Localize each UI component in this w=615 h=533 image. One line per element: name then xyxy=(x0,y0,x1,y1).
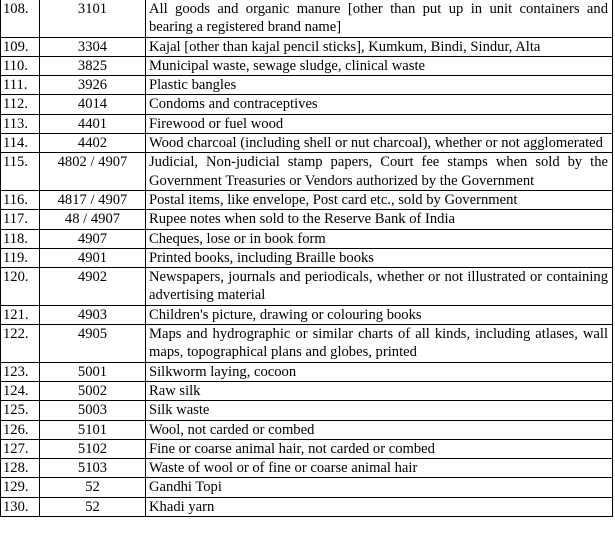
table-row: 123. 5001 Silkworm laying, cocoon xyxy=(0,361,613,382)
table-row: 125. 5003 Silk waste xyxy=(0,400,613,421)
description-cell: Khadi yarn xyxy=(145,496,613,518)
table-row: 114. 4402 Wood charcoal (including shell o… xyxy=(0,133,613,154)
description-cell: Printed books, including Braille books xyxy=(145,247,613,269)
serial-number-cell: 130. xyxy=(0,496,40,518)
table-row: 115. 4802 / 4907 Judicial, Non-judicial st… xyxy=(0,152,613,191)
description-cell: Kajal [other than kajal pencil sticks], … xyxy=(145,36,613,57)
hsn-code-cell: 48 / 4907 xyxy=(39,209,146,230)
hsn-code-cell: 5002 xyxy=(39,380,146,402)
table-row: 117. 48 / 4907 Rupee notes when sold to th… xyxy=(0,209,613,230)
description-cell: Silk waste xyxy=(145,400,613,421)
table-row: 108. 3101 All goods and organic manure [ot… xyxy=(0,0,613,38)
serial-number-cell: 122. xyxy=(0,324,40,363)
serial-number-cell: 129. xyxy=(0,477,40,498)
description-cell: Silkworm laying, cocoon xyxy=(145,361,613,382)
table-row: 127. 5102 Fine or coarse animal hair, not … xyxy=(0,438,613,460)
description-cell: Cheques, lose or in book form xyxy=(145,228,613,249)
hsn-code-cell: 4402 xyxy=(39,133,146,154)
serial-number-cell: 110. xyxy=(0,55,40,77)
table-row: 110. 3825 Municipal waste, sewage sludge, … xyxy=(0,55,613,77)
table-row: 121. 4903 Children's picture, drawing or c… xyxy=(0,304,613,326)
table-row: 129. 52 Gandhi Topi xyxy=(0,477,613,498)
table-row: 109. 3304 Kajal [other than kajal pencil s… xyxy=(0,36,613,57)
goods-table-body: 108. 3101 All goods and organic manure [ot… xyxy=(0,0,613,518)
serial-number-cell: 118. xyxy=(0,228,40,249)
serial-number-cell: 113. xyxy=(0,113,40,135)
serial-number-cell: 123. xyxy=(0,361,40,382)
description-cell: Rupee notes when sold to the Reserve Ban… xyxy=(145,209,613,230)
hsn-code-cell: 5001 xyxy=(39,361,146,382)
description-cell: Raw silk xyxy=(145,380,613,402)
hsn-code-cell: 4401 xyxy=(39,113,146,135)
serial-number-cell: 126. xyxy=(0,419,40,440)
hsn-code-cell: 4907 xyxy=(39,228,146,249)
hsn-code-cell: 4905 xyxy=(39,324,146,363)
serial-number-cell: 127. xyxy=(0,438,40,460)
description-cell: Judicial, Non-judicial stamp papers, Cou… xyxy=(145,152,613,191)
table-row: 112. 4014 Condoms and contraceptives xyxy=(0,94,613,115)
description-cell: Municipal waste, sewage sludge, clinical… xyxy=(145,55,613,77)
serial-number-cell: 115. xyxy=(0,152,40,191)
description-cell: Maps and hydrographic or similar charts … xyxy=(145,324,613,363)
hsn-code-cell: 4817 / 4907 xyxy=(39,189,146,211)
serial-number-cell: 116. xyxy=(0,189,40,211)
hsn-code-cell: 52 xyxy=(39,496,146,518)
description-cell: Plastic bangles xyxy=(145,75,613,96)
description-cell: Fine or coarse animal hair, not carded o… xyxy=(145,438,613,460)
serial-number-cell: 125. xyxy=(0,400,40,421)
hsn-code-cell: 3304 xyxy=(39,36,146,57)
description-cell: Children's picture, drawing or colouring… xyxy=(145,304,613,326)
table-row: 122. 4905 Maps and hydrographic or similar… xyxy=(0,324,613,363)
description-cell: Waste of wool or of fine or coarse anima… xyxy=(145,458,613,479)
hsn-code-cell: 4902 xyxy=(39,267,146,306)
serial-number-cell: 111. xyxy=(0,75,40,96)
serial-number-cell: 121. xyxy=(0,304,40,326)
description-cell: Wool, not carded or combed xyxy=(145,419,613,440)
description-cell: Wood charcoal (including shell or nut ch… xyxy=(145,133,613,154)
serial-number-cell: 108. xyxy=(0,0,40,38)
description-cell: All goods and organic manure [other than… xyxy=(145,0,613,38)
hsn-code-cell: 5003 xyxy=(39,400,146,421)
serial-number-cell: 117. xyxy=(0,209,40,230)
hsn-code-cell: 3825 xyxy=(39,55,146,77)
hsn-code-cell: 5103 xyxy=(39,458,146,479)
table-row: 130. 52 Khadi yarn xyxy=(0,496,613,518)
hsn-code-cell: 5101 xyxy=(39,419,146,440)
hsn-code-cell: 4014 xyxy=(39,94,146,115)
serial-number-cell: 120. xyxy=(0,267,40,306)
description-cell: Condoms and contraceptives xyxy=(145,94,613,115)
goods-table: 108. 3101 All goods and organic manure [ot… xyxy=(0,0,613,518)
hsn-code-cell: 4903 xyxy=(39,304,146,326)
description-cell: Newspapers, journals and periodicals, wh… xyxy=(145,267,613,306)
hsn-code-cell: 4901 xyxy=(39,247,146,269)
table-row: 116. 4817 / 4907 Postal items, like envelo… xyxy=(0,189,613,211)
table-row: 111. 3926 Plastic bangles xyxy=(0,75,613,96)
table-row: 120. 4902 Newspapers, journals and periodi… xyxy=(0,267,613,306)
table-row: 124. 5002 Raw silk xyxy=(0,380,613,402)
table-row: 119. 4901 Printed books, including Braille… xyxy=(0,247,613,269)
hsn-code-cell: 5102 xyxy=(39,438,146,460)
serial-number-cell: 119. xyxy=(0,247,40,269)
serial-number-cell: 114. xyxy=(0,133,40,154)
description-cell: Postal items, like envelope, Post card e… xyxy=(145,189,613,211)
hsn-code-cell: 52 xyxy=(39,477,146,498)
table-row: 118. 4907 Cheques, lose or in book form xyxy=(0,228,613,249)
table-row: 126. 5101 Wool, not carded or combed xyxy=(0,419,613,440)
serial-number-cell: 124. xyxy=(0,380,40,402)
serial-number-cell: 112. xyxy=(0,94,40,115)
table-row: 128. 5103 Waste of wool or of fine or coar… xyxy=(0,458,613,479)
description-cell: Gandhi Topi xyxy=(145,477,613,498)
serial-number-cell: 128. xyxy=(0,458,40,479)
description-cell: Firewood or fuel wood xyxy=(145,113,613,135)
hsn-code-cell: 4802 / 4907 xyxy=(39,152,146,191)
hsn-code-cell: 3101 xyxy=(39,0,146,38)
table-row: 113. 4401 Firewood or fuel wood xyxy=(0,113,613,135)
serial-number-cell: 109. xyxy=(0,36,40,57)
hsn-code-cell: 3926 xyxy=(39,75,146,96)
